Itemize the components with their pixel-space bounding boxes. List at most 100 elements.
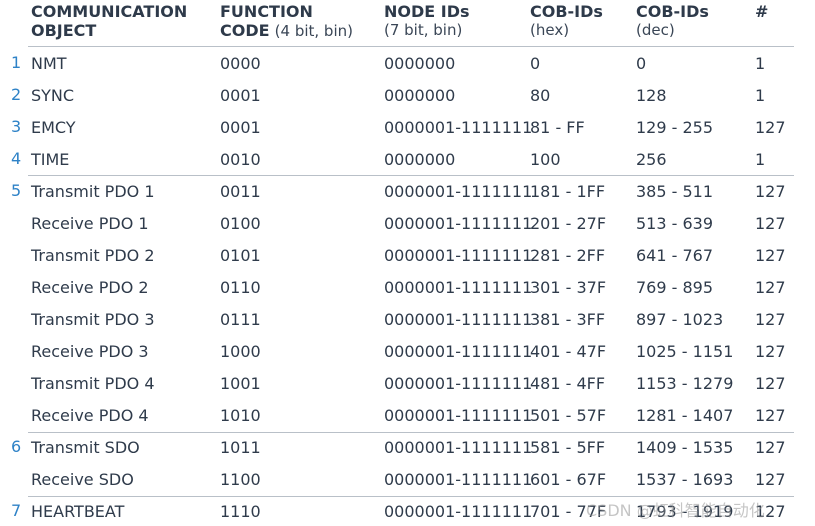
table-row: Transmit PDO 4 1001 0000001-1111111 481 - 4… [0,374,815,406]
function-code-cell: 1110 [220,502,261,521]
communication-object-cell: TIME [31,150,70,169]
count-cell: 127 [755,214,786,233]
node-ids-cell: 0000001-1111111 [384,406,533,425]
count-cell: 127 [755,278,786,297]
node-ids-cell: 0000001-1111111 [384,246,533,265]
node-ids-cell: 0000001-1111111 [384,182,533,201]
group-number: 3 [11,117,22,136]
header-function-code: FUNCTION CODE (4 bit, bin) [220,2,353,40]
function-code-cell: 0100 [220,214,261,233]
header-count: # [755,2,769,21]
cob-id-hex-cell: 0 [530,54,541,73]
communication-object-cell: Transmit SDO [31,438,140,457]
group-number: 5 [11,181,22,200]
table-row: Receive SDO 1100 0000001-1111111 601 - 67F 1… [0,470,815,502]
node-ids-cell: 0000001-1111111 [384,502,533,521]
cob-id-hex-cell: 501 - 57F [530,406,607,425]
node-ids-cell: 0000001-1111111 [384,118,533,137]
count-cell: 127 [755,118,786,137]
count-cell: 127 [755,406,786,425]
table-row: Receive PDO 1 0100 0000001-1111111 201 - 27… [0,214,815,246]
node-ids-cell: 0000001-1111111 [384,278,533,297]
group-number: 4 [11,149,22,168]
function-code-cell: 1100 [220,470,261,489]
table-row: 3 EMCY 0001 0000001-1111111 81 - FF 129 - 255… [0,117,815,150]
cob-id-hex-cell: 381 - 3FF [530,310,606,329]
communication-object-cell: Receive SDO [31,470,134,489]
communication-object-cell: EMCY [31,118,76,137]
function-code-cell: 0001 [220,86,261,105]
group-divider-pdo [28,175,794,176]
group-number: 1 [11,53,22,72]
count-cell: 127 [755,502,786,521]
communication-object-cell: HEARTBEAT [31,502,125,521]
count-cell: 127 [755,374,786,393]
function-code-cell: 0000 [220,54,261,73]
cob-id-dec-cell: 0 [636,54,647,73]
count-cell: 1 [755,86,766,105]
count-cell: 127 [755,182,786,201]
cob-id-hex-cell: 581 - 5FF [530,438,606,457]
cob-id-hex-cell: 481 - 4FF [530,374,606,393]
communication-object-cell: Transmit PDO 3 [31,310,155,329]
count-cell: 127 [755,438,786,457]
count-cell: 127 [755,342,786,361]
node-ids-cell: 0000001-1111111 [384,438,533,457]
table-row: 2 SYNC 0001 0000000 80 128 1 [0,85,815,118]
table-row: 4 TIME 0010 0000000 100 256 1 [0,149,815,182]
group-number: 7 [11,501,22,520]
cob-id-dec-cell: 1025 - 1151 [636,342,734,361]
cob-id-hex-cell: 201 - 27F [530,214,607,233]
communication-object-cell: Receive PDO 3 [31,342,149,361]
count-cell: 127 [755,246,786,265]
table-row: Receive PDO 4 1010 0000001-1111111 501 - 57… [0,406,815,438]
node-ids-cell: 0000001-1111111 [384,310,533,329]
group-divider-heartbeat [28,496,794,497]
group-number: 2 [11,85,22,104]
table-row: Transmit PDO 3 0111 0000001-1111111 381 - 3… [0,310,815,342]
cob-id-hex-cell: 701 - 77F [530,502,607,521]
communication-object-cell: Transmit PDO 1 [31,182,155,201]
function-code-cell: 0001 [220,118,261,137]
cob-id-dec-cell: 1281 - 1407 [636,406,734,425]
cob-id-hex-cell: 80 [530,86,551,105]
header-divider [28,46,794,47]
watermark: CSDN @虹科智能自动化 [586,501,765,520]
header-cob-ids-hex: COB-IDs (hex) [530,2,603,39]
table-row: Receive PDO 2 0110 0000001-1111111 301 - 37… [0,278,815,310]
node-ids-cell: 0000001-1111111 [384,470,533,489]
node-ids-cell: 0000000 [384,86,456,105]
group-divider-sdo [28,432,794,433]
cob-id-dec-cell: 641 - 767 [636,246,714,265]
count-cell: 127 [755,470,786,489]
function-code-cell: 1000 [220,342,261,361]
table-row: 1 NMT 0000 0000000 0 0 1 [0,53,815,86]
node-ids-cell: 0000001-1111111 [384,374,533,393]
function-code-cell: 1001 [220,374,261,393]
table-header: COMMUNICATION OBJECT FUNCTION CODE (4 bi… [0,0,815,47]
function-code-cell: 1011 [220,438,261,457]
communication-object-cell: Receive PDO 2 [31,278,149,297]
cob-id-dec-cell: 1409 - 1535 [636,438,734,457]
function-code-cell: 0011 [220,182,261,201]
header-communication-object: COMMUNICATION OBJECT [31,2,188,40]
table-row: Receive PDO 3 1000 0000001-1111111 401 - 47… [0,342,815,374]
cob-id-hex-cell: 401 - 47F [530,342,607,361]
function-code-cell: 0010 [220,150,261,169]
table-row: 6 Transmit SDO 1011 0000001-1111111 581 - 5F… [0,437,815,470]
communication-object-cell: Receive PDO 4 [31,406,149,425]
table-row: 5 Transmit PDO 1 0011 0000001-1111111 181 - … [0,181,815,214]
cob-id-dec-cell: 1793 - 1919 [636,502,734,521]
node-ids-cell: 0000000 [384,150,456,169]
function-code-cell: 0101 [220,246,261,265]
cob-id-hex-cell: 181 - 1FF [530,182,606,201]
table-row: Transmit PDO 2 0101 0000001-1111111 281 - 2… [0,246,815,278]
cob-id-dec-cell: 256 [636,150,667,169]
communication-object-cell: Transmit PDO 2 [31,246,155,265]
header-node-ids: NODE IDs (7 bit, bin) [384,2,470,39]
cob-id-dec-cell: 1153 - 1279 [636,374,734,393]
function-code-cell: 0111 [220,310,261,329]
header-cob-ids-dec: COB-IDs (dec) [636,2,709,39]
function-code-cell: 0110 [220,278,261,297]
